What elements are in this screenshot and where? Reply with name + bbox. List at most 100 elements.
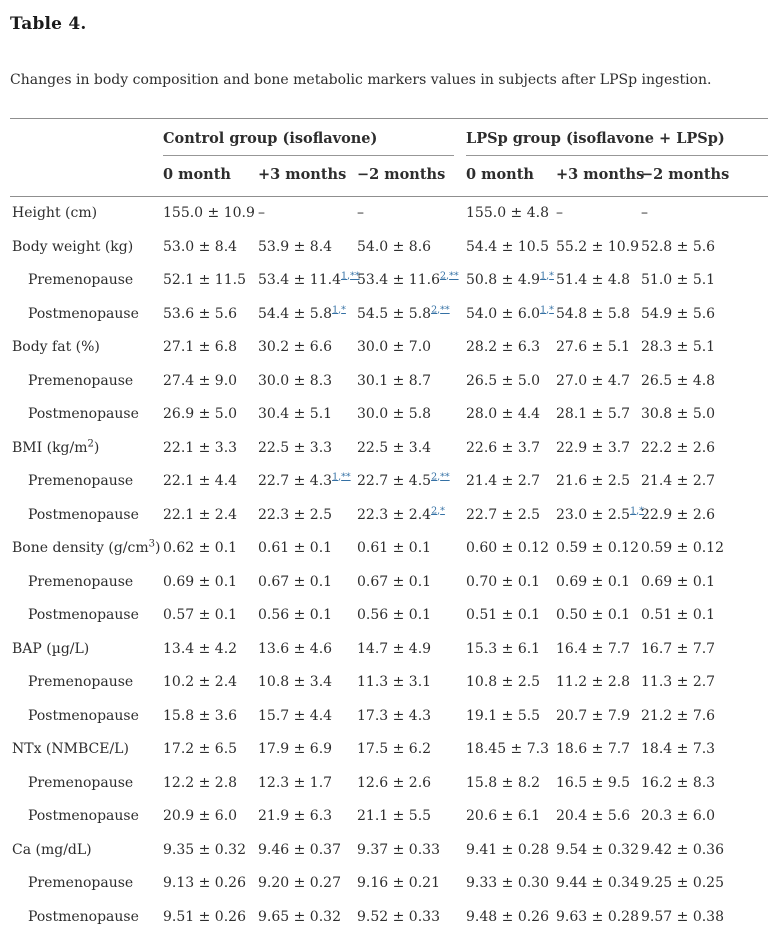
data-cell: 12.3 ± 1.7 xyxy=(258,774,333,791)
data-cell: 30.0 ± 7.0 xyxy=(357,339,432,355)
data-cell: 0.57 ± 0.1 xyxy=(163,607,238,623)
table-row: Premenopause 10.2 ± 2.4 10.8 ± 3.4 11.3 ± 3… xyxy=(10,666,768,700)
footnote-link[interactable]: ** xyxy=(449,270,459,282)
data-cell: – xyxy=(641,205,649,221)
data-cell: 0.60 ± 0.12 xyxy=(466,540,549,556)
group-header-lpsp: LPSp group (isoflavone + LPSp) xyxy=(466,119,769,156)
data-cell: 27.6 ± 5.1 xyxy=(556,339,631,355)
table-row: Postmenopause 22.1 ± 2.4 22.3 ± 2.5 22.3 ± … xyxy=(10,499,768,533)
footnote-link[interactable]: * xyxy=(639,504,644,516)
footnote-link[interactable]: 2 xyxy=(431,303,438,315)
row-label: Postmenopause xyxy=(28,305,139,322)
data-cell: 22.5 ± 3.4 xyxy=(357,439,432,456)
data-cell: 18.45 ± 7.3 xyxy=(466,741,549,757)
data-cell: 9.16 ± 0.21 xyxy=(357,875,440,891)
table-row: BAP (µg/L) 13.4 ± 4.2 13.6 ± 4.6 14.7 ± 4.9… xyxy=(10,633,768,667)
column-header-plus3months-lpsp: +3 months xyxy=(556,156,644,197)
footnote-link[interactable]: 1 xyxy=(332,303,339,315)
data-cell: 0.67 ± 0.1 xyxy=(357,573,432,590)
data-cell: 54.4 ± 10.5 xyxy=(466,238,549,255)
data-cell: 0.69 ± 0.1 xyxy=(641,573,716,590)
data-cell: 9.54 ± 0.32 xyxy=(556,841,639,858)
footnote-link[interactable]: ** xyxy=(440,471,450,483)
data-cell: 11.3 ± 3.1 xyxy=(357,674,432,690)
row-label: Premenopause xyxy=(28,774,134,791)
footnote-link[interactable]: ** xyxy=(350,270,360,282)
data-cell: 9.20 ± 0.27 xyxy=(258,875,341,891)
table-row: Height (cm) 155.0 ± 10.9– –155.0 ± 4.8– – xyxy=(10,197,768,231)
data-cell: 21.9 ± 6.3 xyxy=(258,808,333,824)
data-cell: 0.59 ± 0.12 xyxy=(641,540,724,556)
data-cell: 11.2 ± 2.8 xyxy=(556,674,631,690)
data-cell: 22.9 ± 3.7 xyxy=(556,439,631,456)
data-cell: 28.0 ± 4.4 xyxy=(466,406,541,422)
data-cell: 0.56 ± 0.1 xyxy=(357,607,432,623)
data-cell: 30.0 ± 5.8 xyxy=(357,406,432,422)
data-cell: 9.63 ± 0.28 xyxy=(556,908,639,925)
data-cell: 21.2 ± 7.6 xyxy=(641,707,716,724)
table-title: Table 4. xyxy=(10,14,87,34)
data-cell: 22.2 ± 2.6 xyxy=(641,439,716,456)
data-cell: 53.4 ± 11.41,** xyxy=(258,270,360,288)
data-cell: 22.5 ± 3.3 xyxy=(258,439,333,456)
footnote-link[interactable]: ** xyxy=(440,303,450,315)
data-cell: 30.8 ± 5.0 xyxy=(641,406,716,422)
footnote-link[interactable]: 1 xyxy=(332,471,339,483)
data-cell: 22.9 ± 2.6 xyxy=(641,506,716,523)
data-cell: 26.5 ± 5.0 xyxy=(466,372,541,389)
table-row: Premenopause 12.2 ± 2.8 12.3 ± 1.7 12.6 ± 2… xyxy=(10,767,768,801)
footnote-link[interactable]: * xyxy=(549,270,554,282)
data-cell: 20.4 ± 5.6 xyxy=(556,808,631,824)
row-label: Bone density (g/cm3) xyxy=(12,538,161,556)
data-cell: 0.69 ± 0.1 xyxy=(556,573,631,590)
data-cell: 21.4 ± 2.7 xyxy=(641,473,716,489)
data-cell: 9.42 ± 0.36 xyxy=(641,841,724,858)
group-header-row: Control group (isoflavone) LPSp group (i… xyxy=(10,119,769,156)
column-header-0month-control: 0 month xyxy=(163,156,258,197)
footnote-link[interactable]: ** xyxy=(341,471,351,483)
data-cell: 26.5 ± 4.8 xyxy=(641,372,716,389)
footnote-superscript: 2,** xyxy=(431,471,450,483)
data-cell: – xyxy=(357,205,364,221)
data-table: Control group (isoflavone) LPSp group (i… xyxy=(10,118,769,930)
unit-superscript: 3 xyxy=(148,538,156,550)
footnote-link[interactable]: * xyxy=(549,303,554,315)
row-label: Premenopause xyxy=(28,875,134,891)
footnote-link[interactable]: * xyxy=(341,303,346,315)
data-cell: 28.2 ± 6.3 xyxy=(466,339,541,355)
data-cell: 15.3 ± 6.1 xyxy=(466,640,541,657)
data-cell: 12.6 ± 2.6 xyxy=(357,774,432,791)
footnote-link[interactable]: 2 xyxy=(439,270,447,282)
data-cell: 16.7 ± 7.7 xyxy=(641,640,716,657)
data-cell: 28.1 ± 5.7 xyxy=(556,406,631,422)
data-cell: 22.3 ± 2.42,* xyxy=(357,504,445,523)
data-cell: 155.0 ± 10.9 xyxy=(163,205,255,221)
data-cell: 51.4 ± 4.8 xyxy=(556,272,631,288)
data-cell: 9.51 ± 0.26 xyxy=(163,908,246,925)
data-cell: 30.1 ± 8.7 xyxy=(357,372,432,389)
data-cell: 0.70 ± 0.1 xyxy=(466,573,541,590)
data-cell: 54.8 ± 5.8 xyxy=(556,305,631,322)
table-row: Premenopause 0.69 ± 0.1 0.67 ± 0.1 0.67 ± 0… xyxy=(10,566,768,600)
data-cell: 16.4 ± 7.7 xyxy=(556,640,631,657)
data-cell: 19.1 ± 5.5 xyxy=(466,707,541,724)
data-cell: – xyxy=(258,205,265,221)
footnote-link[interactable]: * xyxy=(440,504,445,516)
footnote-link[interactable]: 2 xyxy=(431,504,438,516)
footnote-link[interactable]: 1 xyxy=(630,504,637,516)
footnote-link[interactable]: 1 xyxy=(340,270,348,282)
row-label: Postmenopause xyxy=(28,707,139,724)
footnote-link[interactable]: 1 xyxy=(540,270,547,282)
data-cell: 17.3 ± 4.3 xyxy=(357,707,432,724)
footnote-superscript: 1,** xyxy=(332,471,351,483)
data-cell: 12.2 ± 2.8 xyxy=(163,774,238,791)
column-header-row: 0 month +3 months −2 months 0 month +3 m… xyxy=(10,156,769,197)
data-cell: 55.2 ± 10.9 xyxy=(556,238,639,255)
footnote-link[interactable]: 1 xyxy=(540,303,547,315)
footnote-link[interactable]: 2 xyxy=(431,471,438,483)
data-cell: 22.1 ± 4.4 xyxy=(163,473,238,489)
data-cell: 13.4 ± 4.2 xyxy=(163,640,238,657)
data-cell: 30.2 ± 6.6 xyxy=(258,339,333,355)
data-cell: 17.5 ± 6.2 xyxy=(357,741,432,757)
row-label: BAP (µg/L) xyxy=(12,640,90,657)
